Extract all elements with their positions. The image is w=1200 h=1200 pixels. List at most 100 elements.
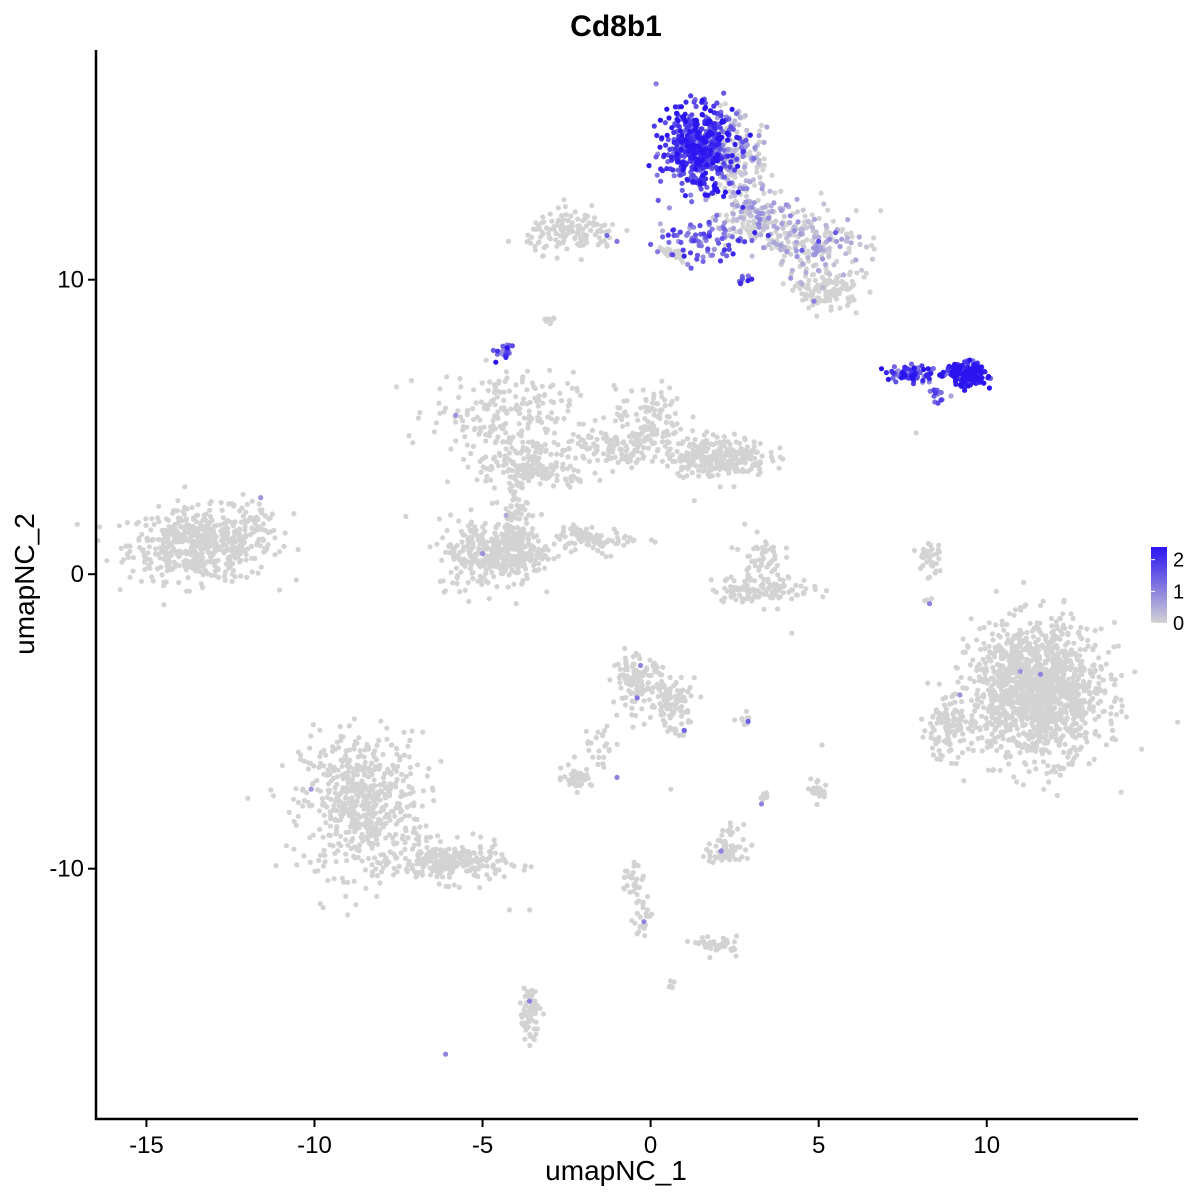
- cell-point: [478, 850, 484, 856]
- cell-point: [1097, 698, 1104, 704]
- cell-point: [341, 806, 347, 812]
- cell-point: [362, 867, 368, 873]
- cell-point: [624, 227, 630, 233]
- cell-point: [947, 701, 953, 707]
- cell-point: [554, 255, 560, 261]
- cell-point: [252, 521, 258, 527]
- cell-point: [266, 516, 272, 522]
- cell-point: [629, 690, 635, 696]
- cell-point: [540, 231, 546, 237]
- cell-point: [986, 708, 992, 714]
- cell-point: [1024, 629, 1030, 636]
- cell-point: [1060, 625, 1066, 631]
- cell-point: [141, 559, 148, 565]
- cell-point: [438, 868, 444, 875]
- cell-point: [444, 527, 450, 534]
- cell-point: [925, 540, 932, 547]
- cell-point: [501, 874, 507, 880]
- cell-point: [731, 586, 737, 592]
- cell-point: [535, 414, 541, 420]
- cell-point: [478, 399, 484, 405]
- cell-point: [757, 466, 763, 472]
- cell-point: [447, 542, 453, 548]
- cell-point: [969, 728, 976, 735]
- cell-point: [1039, 643, 1045, 649]
- cell-point: [252, 555, 258, 562]
- cell-point: [828, 288, 834, 295]
- cell-point: [718, 443, 724, 449]
- cell-point: [651, 391, 657, 397]
- cell-point: [212, 568, 218, 574]
- cell-point: [223, 531, 229, 537]
- cell-point: [1052, 694, 1058, 700]
- cell-point: [1108, 672, 1114, 678]
- cell-point: [679, 464, 685, 470]
- cell-point: [1045, 644, 1051, 650]
- cell-point: [437, 386, 443, 392]
- cell-point: [670, 423, 676, 429]
- cell-point: [951, 716, 957, 722]
- cell-point: [777, 445, 783, 451]
- cell-point: [502, 558, 508, 564]
- cell-point: [339, 875, 345, 881]
- cell-point: [754, 169, 760, 175]
- cell-point: [573, 455, 579, 461]
- cell-point: [360, 786, 366, 792]
- cell-point: [492, 426, 498, 432]
- cell-point: [458, 528, 464, 535]
- cell-point: [853, 310, 859, 316]
- cell-point: [119, 559, 125, 565]
- cell-point: [621, 542, 627, 548]
- cell-point: [1061, 671, 1067, 677]
- cell-point: [480, 524, 486, 530]
- cell-point: [411, 825, 417, 831]
- cell-point: [1062, 721, 1068, 727]
- cell-point: [149, 516, 155, 522]
- cell-point: [188, 562, 194, 569]
- cell-point: [633, 713, 639, 719]
- cell-point: [222, 577, 228, 584]
- cell-point: [374, 893, 380, 900]
- cell-point: [575, 216, 581, 222]
- cell-point: [1004, 671, 1010, 677]
- cell-point: [721, 461, 727, 467]
- cell-point: [369, 760, 375, 766]
- cell-point: [482, 520, 488, 527]
- cell-point: [366, 809, 372, 816]
- cell-point: [182, 504, 188, 510]
- cell-point: [402, 825, 408, 831]
- cell-point: [1040, 689, 1046, 695]
- cell-point: [968, 616, 974, 622]
- cell-point: [483, 438, 489, 444]
- cell-point: [240, 491, 246, 497]
- cell-point: [987, 649, 993, 655]
- cell-point: [189, 533, 195, 539]
- cell-point: [477, 563, 483, 569]
- cell-point: [380, 751, 386, 758]
- cell-point: [1057, 726, 1063, 732]
- cell-point: [792, 283, 798, 289]
- cell-point: [731, 484, 737, 490]
- cell-point: [1109, 736, 1115, 742]
- cell-point: [351, 878, 357, 884]
- cell-point: [405, 835, 411, 841]
- cell-point: [990, 687, 996, 694]
- cell-point: [1007, 753, 1014, 760]
- cell-point: [509, 445, 515, 451]
- cell-point: [141, 552, 147, 559]
- cell-point: [1017, 643, 1023, 649]
- cell-point: [580, 231, 586, 237]
- cell-point: [624, 398, 630, 404]
- cell-point: [386, 787, 392, 794]
- cell-point: [456, 394, 462, 400]
- cell-point: [553, 230, 559, 237]
- cell-point: [1049, 719, 1055, 725]
- cell-point: [320, 904, 326, 911]
- cell-point: [740, 224, 746, 230]
- cell-point: [178, 524, 184, 530]
- cell-point: [286, 809, 292, 816]
- cell-point: [933, 568, 939, 574]
- cell-point: [437, 839, 443, 845]
- cell-point: [574, 388, 580, 394]
- cell-point: [471, 850, 477, 856]
